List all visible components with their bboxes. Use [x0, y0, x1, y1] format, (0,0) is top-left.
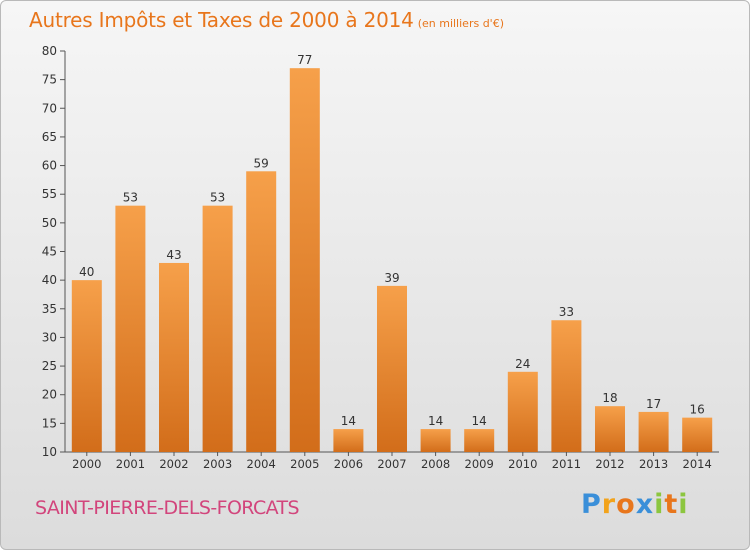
y-tick-label: 70: [42, 101, 57, 115]
x-tick-label: 2002: [159, 457, 188, 471]
y-tick-label: 60: [42, 159, 57, 173]
y-tick-label: 80: [42, 44, 57, 58]
y-tick-label: 20: [42, 388, 57, 402]
logo-letter: P: [581, 489, 602, 520]
x-tick-label: 2007: [377, 457, 406, 471]
y-tick-label: 25: [42, 359, 57, 373]
x-tick-label: 2010: [508, 457, 537, 471]
chart-subtitle: (en milliers d'€): [417, 17, 504, 30]
bar: [377, 285, 407, 452]
bar: [202, 205, 233, 452]
x-tick-label: 2012: [595, 457, 624, 471]
x-tick-label: 2005: [290, 457, 319, 471]
x-tick-label: 2009: [465, 457, 494, 471]
y-tick-label: 40: [42, 273, 57, 287]
bar: [638, 411, 669, 452]
bar: [682, 417, 713, 452]
y-tick-label: 55: [42, 187, 57, 201]
x-tick-label: 2008: [421, 457, 450, 471]
x-tick-label: 2014: [683, 457, 712, 471]
bar: [507, 371, 538, 452]
logo-letter: r: [601, 489, 617, 520]
logo-letter: i: [678, 489, 689, 520]
x-tick-label: 2006: [334, 457, 363, 471]
bar-value-label: 43: [166, 248, 181, 262]
chart-title-text: Autres Impôts et Taxes de 2000 à 2014: [29, 8, 414, 32]
y-tick-label: 10: [42, 445, 57, 459]
bar: [115, 205, 146, 452]
bar-value-label: 39: [384, 271, 399, 285]
bar-value-label: 18: [602, 391, 617, 405]
chart-title: Autres Impôts et Taxes de 2000 à 2014 (en…: [29, 8, 504, 32]
bar-value-label: 59: [254, 156, 269, 170]
bar: [420, 429, 451, 452]
bar-value-label: 77: [297, 53, 312, 67]
x-tick-label: 2013: [639, 457, 668, 471]
x-tick-label: 2004: [247, 457, 276, 471]
logo-letter: i: [654, 489, 665, 520]
bar: [71, 280, 102, 452]
proxiti-logo: Proxiti: [581, 489, 689, 520]
bar-value-label: 14: [428, 414, 443, 428]
bar-value-label: 16: [690, 403, 705, 417]
bar: [333, 429, 364, 452]
bar-value-label: 33: [559, 305, 574, 319]
x-tick-label: 2003: [203, 457, 232, 471]
bar-value-label: 53: [123, 191, 138, 205]
y-tick-label: 15: [42, 416, 57, 430]
y-tick-label: 30: [42, 330, 57, 344]
bar: [289, 68, 320, 452]
bar-value-label: 14: [341, 414, 356, 428]
logo-letter: x: [635, 489, 655, 520]
y-tick-label: 50: [42, 216, 57, 230]
commune-name: SAINT-PIERRE-DELS-FORCATS: [35, 497, 300, 519]
y-tick-label: 45: [42, 245, 57, 259]
y-axis: 10 15 20 25 30 35 40 45 50 55 60 65 70 75 80: [42, 44, 66, 459]
x-tick-label: 2001: [116, 457, 145, 471]
bar-value-label: 40: [79, 265, 94, 279]
bars: 40 53 43 53 59 77 14 39 14 14 24 33 18 17 16: [71, 53, 713, 453]
x-tick-label: 2000: [72, 457, 101, 471]
y-tick-label: 65: [42, 130, 57, 144]
x-tick-label: 2011: [552, 457, 581, 471]
logo-letter: t: [664, 489, 679, 520]
x-axis: 2000 2001 2002 2003 2004 2005 2006 2007 2008 2009…: [65, 451, 719, 471]
y-tick-label: 75: [42, 73, 57, 87]
bar: [159, 262, 189, 452]
bar-value-label: 24: [515, 357, 530, 371]
bar: [551, 320, 582, 452]
bar-value-label: 53: [210, 191, 225, 205]
bar: [246, 171, 277, 453]
logo-letter: o: [616, 489, 636, 520]
bar-value-label: 17: [646, 397, 661, 411]
bar: [595, 406, 625, 452]
bar-value-label: 14: [472, 414, 487, 428]
bar: [464, 429, 495, 452]
y-tick-label: 35: [42, 302, 57, 316]
